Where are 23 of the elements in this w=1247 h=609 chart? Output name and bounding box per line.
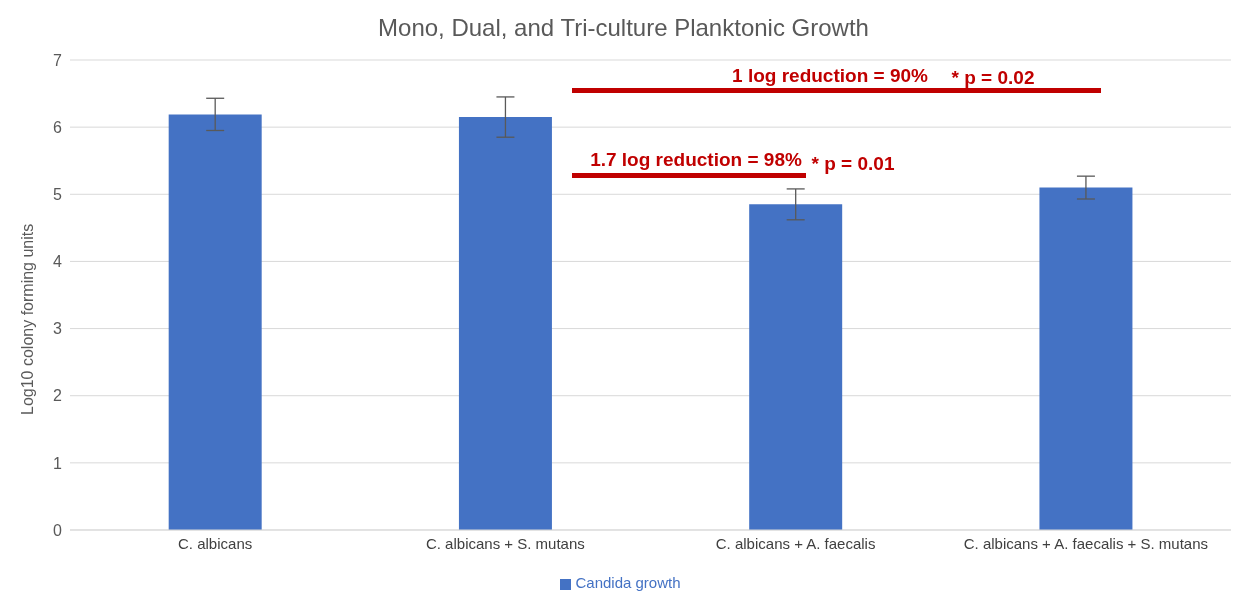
x-tick-label: C. albicans + A. faecalis: [715, 534, 876, 552]
x-tick-label: C. albicans: [178, 534, 253, 552]
y-tick-label: 0: [53, 521, 63, 539]
annotation: 1 log reduction = 90%: [732, 65, 928, 87]
legend-label: Candida growth: [575, 574, 681, 591]
annotation: * p = 0.02: [951, 67, 1035, 89]
bar: [458, 117, 552, 530]
chart-title: Mono, Dual, and Tri-culture Planktonic Growth: [377, 14, 870, 42]
bar: [1039, 187, 1133, 530]
y-tick-label: 3: [53, 320, 63, 338]
y-axis-title: Log10 colony forming units: [18, 223, 36, 415]
y-tick-label: 6: [53, 118, 63, 136]
y-tick-label: 4: [53, 253, 63, 271]
bar: [749, 204, 843, 530]
bar: [168, 114, 262, 530]
annotation: 1.7 log reduction = 98%: [590, 149, 802, 171]
y-tick-label: 1: [53, 454, 63, 472]
y-tick-label: 7: [53, 51, 63, 69]
x-tick-label: C. albicans + A. faecalis + S. mutans: [963, 534, 1209, 552]
y-tick-label: 5: [53, 185, 63, 203]
y-tick-label: 2: [53, 387, 63, 405]
annotation: * p = 0.01: [811, 153, 895, 175]
x-tick-label: C. albicans + S. mutans: [425, 534, 585, 552]
